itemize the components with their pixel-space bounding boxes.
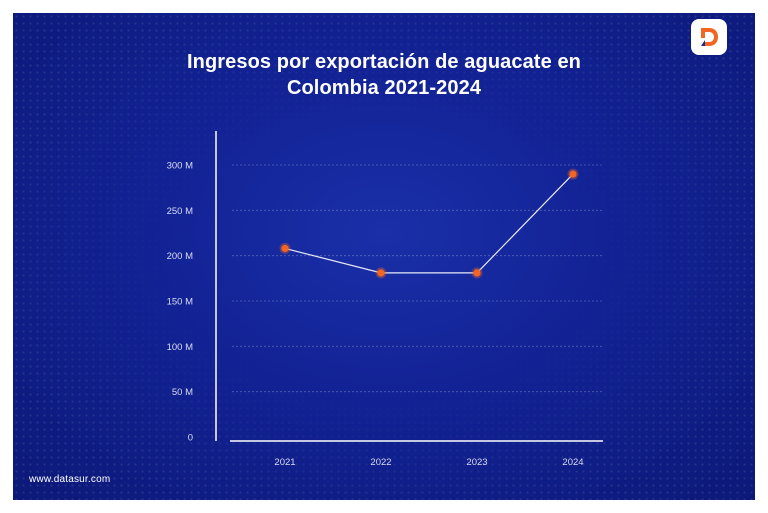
y-tick-label: 0 — [188, 433, 193, 444]
y-tick-label: 100 M — [167, 342, 193, 353]
chart-title: Ingresos por exportación de aguacate en … — [13, 49, 755, 101]
chart-title-line-1: Ingresos por exportación de aguacate en — [186, 51, 581, 73]
data-point — [375, 267, 387, 279]
chart-card: Ingresos por exportación de aguacate en … — [13, 13, 755, 500]
x-tick-labels: 2021 2022 2023 2024 — [274, 457, 583, 468]
series-line — [284, 173, 574, 274]
datasur-d-logo-icon — [701, 28, 718, 46]
data-point — [567, 168, 579, 180]
data-point — [471, 267, 483, 279]
y-tick-label: 250 M — [167, 206, 193, 217]
footer-url: www.datasur.com — [29, 474, 111, 485]
x-tick-label: 2023 — [466, 457, 487, 468]
grid-lines — [232, 164, 602, 393]
data-point — [279, 242, 291, 254]
x-tick-label: 2024 — [562, 457, 583, 468]
x-tick-label: 2022 — [370, 457, 391, 468]
y-tick-label: 300 M — [167, 161, 193, 172]
y-tick-label: 200 M — [167, 251, 193, 262]
x-tick-label: 2021 — [274, 457, 295, 468]
y-tick-labels: 0 50 M 100 M 150 M 200 M 250 M 300 M — [167, 161, 193, 444]
data-markers — [279, 168, 579, 279]
y-tick-label: 150 M — [167, 297, 193, 308]
dotted-background — [13, 13, 755, 500]
chart-title-line-2: Colombia 2021-2024 — [286, 77, 482, 99]
datasur-logo — [691, 19, 727, 55]
y-tick-label: 50 M — [172, 387, 193, 398]
